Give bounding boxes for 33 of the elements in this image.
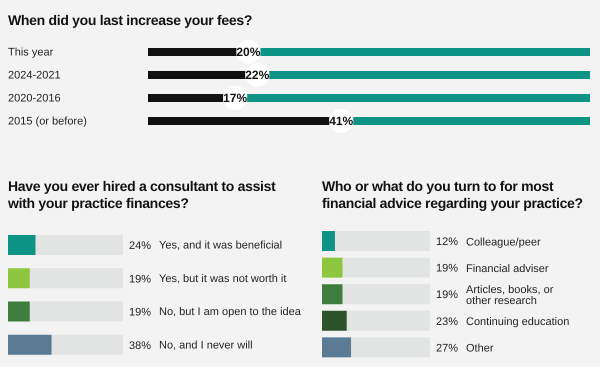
data-label: 19%	[436, 262, 458, 275]
y-tick-label: Continuing education	[466, 316, 570, 328]
bar	[322, 231, 335, 251]
y-tick-label: Yes, and it was beneficial	[159, 240, 282, 252]
y-tick-label: No, and I never will	[159, 339, 253, 352]
data-label: 19%	[129, 306, 152, 318]
data-label: 24%	[129, 240, 152, 252]
data-label: 27%	[436, 342, 458, 354]
y-tick-label: 2024-2021	[8, 70, 61, 82]
bar	[322, 258, 343, 278]
y-tick-label: Colleague/peer	[466, 236, 541, 248]
chart-title: Have you ever hired a consultant to assist with your practice finances?	[8, 178, 277, 213]
bar	[322, 310, 347, 331]
y-tick-label: This year	[8, 46, 54, 58]
y-tick-label: Other	[466, 342, 494, 355]
data-label: 23%	[436, 316, 458, 328]
y-tick-label: 2015 (or before)	[8, 116, 87, 128]
data-label: 38%	[129, 340, 152, 352]
data-label: 17%	[223, 91, 248, 105]
data-label: 12%	[436, 236, 458, 248]
bar	[322, 284, 343, 304]
data-label: 19%	[436, 289, 458, 302]
y-tick-label: No, but I am open to the idea	[159, 306, 302, 318]
chart-title: When did you last increase your fees?	[7, 12, 254, 30]
y-tick-label: 2020-2016	[8, 92, 61, 104]
y-tick-label: Articles, books, or other research	[466, 284, 554, 307]
data-label: 19%	[129, 273, 152, 286]
data-label: 41%	[329, 114, 354, 128]
y-tick-label: Financial adviser	[466, 262, 549, 275]
y-tick-label: Yes, but it was not worth it	[159, 272, 286, 285]
chart-title: Who or what do you turn to for most financial advice regarding your practice?	[322, 178, 584, 213]
data-label: 20%	[236, 45, 261, 59]
data-label: 22%	[245, 68, 270, 82]
